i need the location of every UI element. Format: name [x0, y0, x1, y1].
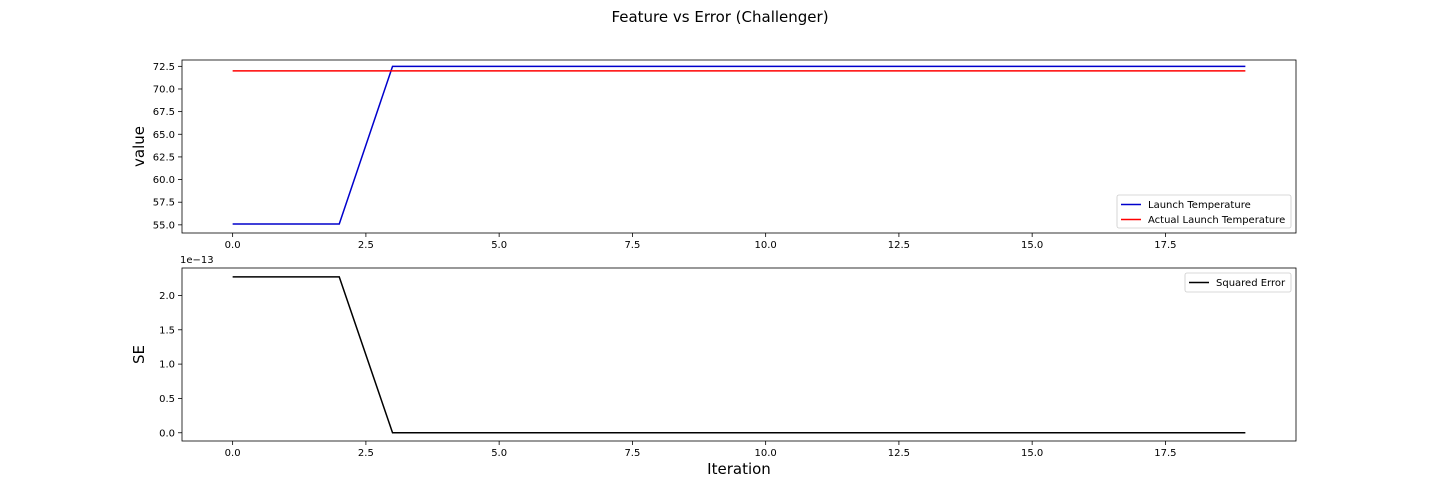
- legend-entry: Actual Launch Temperature: [1148, 215, 1285, 226]
- chart-panel-2: 0.0 2.5 5.0 7.5 10.0 12.5 15.0 17.5 0.0 0.5 1.0 1.5…: [130, 255, 1297, 478]
- legend: Squared Error: [1184, 272, 1292, 293]
- legend-box: [1184, 272, 1292, 293]
- legend-entry: Launch Temperature: [1148, 200, 1251, 211]
- axes-frame: [181, 267, 1297, 442]
- y-axis-label: value: [130, 126, 148, 167]
- x-tick-label: 7.5: [624, 448, 640, 459]
- x-tick-label: 12.5: [888, 448, 910, 459]
- y-tick-label: 2.0: [159, 291, 175, 302]
- y-tick-label: 57.5: [153, 198, 175, 209]
- y-tick-label: 1.0: [159, 360, 175, 371]
- x-tick-label: 5.0: [491, 240, 507, 251]
- x-tick-label: 17.5: [1154, 240, 1176, 251]
- x-tick-label: 0.0: [225, 240, 241, 251]
- y-tick-label: 62.5: [153, 152, 175, 163]
- y-tick-label: 65.0: [153, 130, 175, 141]
- figure-title: Feature vs Error (Challenger): [611, 8, 828, 26]
- y-offset-text: 1e−13: [180, 255, 214, 266]
- x-tick-label: 10.0: [755, 240, 777, 251]
- y-tick-label: 72.5: [153, 62, 175, 73]
- x-tick-label: 10.0: [755, 448, 777, 459]
- x-tick-label: 15.0: [1021, 240, 1043, 251]
- legend-entry: Squared Error: [1216, 278, 1286, 289]
- x-tick-label: 7.5: [624, 240, 640, 251]
- x-tick-label: 5.0: [491, 448, 507, 459]
- y-tick-label: 0.0: [159, 428, 175, 439]
- legend-box: [1116, 194, 1292, 229]
- y-tick-label: 70.0: [153, 84, 175, 95]
- series-line-1: [232, 276, 1246, 434]
- x-axis-label: Iteration: [707, 460, 771, 478]
- y-tick-label: 60.0: [153, 175, 175, 186]
- x-tick-label: 15.0: [1021, 448, 1043, 459]
- y-tick-label: 67.5: [153, 107, 175, 118]
- x-tick-label: 12.5: [888, 240, 910, 251]
- x-tick-label: 2.5: [358, 240, 374, 251]
- x-tick-label: 17.5: [1154, 448, 1176, 459]
- x-tick-label: 2.5: [358, 448, 374, 459]
- y-tick-label: 1.5: [159, 325, 175, 336]
- y-tick-label: 55.0: [153, 220, 175, 231]
- y-axis-label: SE: [130, 345, 148, 364]
- x-tick-label: 0.0: [225, 448, 241, 459]
- chart-panel-1: 0.0 2.5 5.0 7.5 10.0 12.5 15.0 17.5 55.0 57.5 60.0…: [130, 59, 1297, 251]
- axes-frame: [181, 59, 1297, 234]
- legend: Launch Temperature Actual Launch Temperat…: [1116, 194, 1292, 229]
- series-line-1: [232, 65, 1246, 225]
- y-tick-label: 0.5: [159, 394, 175, 405]
